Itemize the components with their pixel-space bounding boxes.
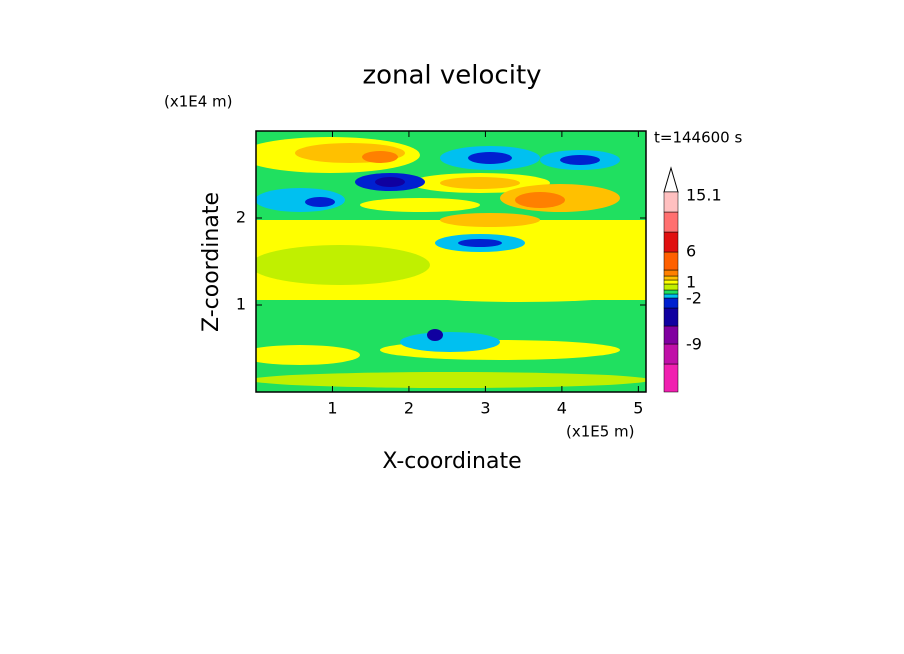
colorbar-segment: [663, 363, 679, 393]
y-axis-title: Z-coordinate: [199, 192, 224, 332]
x-tick-label: 1: [327, 399, 337, 418]
x-axis-title: X-coordinate: [382, 449, 521, 474]
colorbar-segment: [663, 275, 679, 281]
plot-frame: [255, 130, 647, 393]
colorbar-extend: [663, 166, 679, 193]
colorbar-segment: [663, 251, 679, 271]
x-tick-label: 4: [557, 399, 567, 418]
y-tick-label: 1: [236, 295, 246, 314]
chart-title: zonal velocity: [362, 61, 541, 91]
colorbar-segment: [663, 289, 679, 295]
x-tick-label: 2: [404, 399, 414, 418]
colorbar-label: 6: [686, 242, 696, 261]
time-label: t=144600 s: [654, 129, 742, 147]
x-unit: (x1E5 m): [566, 423, 635, 441]
colorbar-segment: [663, 211, 679, 233]
colorbar-segment: [663, 297, 679, 309]
colorbar-label: -2: [686, 289, 702, 308]
colorbar-segment: [663, 307, 679, 327]
x-tick-label: 3: [480, 399, 490, 418]
colorbar-segment: [663, 325, 679, 345]
colorbar-label: 1: [686, 273, 696, 292]
y-tick-label: 2: [236, 208, 246, 227]
colorbar-segment: [663, 279, 679, 285]
colorbar-segment: [663, 191, 679, 213]
colorbar-segment: [663, 283, 679, 291]
colorbar-segment: [663, 293, 679, 299]
colorbar-label: -9: [686, 335, 702, 354]
x-tick-label: 5: [633, 399, 643, 418]
contour-field: [256, 131, 646, 392]
y-unit: (x1E4 m): [164, 93, 233, 111]
colorbar-segment: [663, 343, 679, 365]
colorbar-segment: [663, 231, 679, 253]
colorbar-label: 15.1: [686, 186, 722, 205]
colorbar-segment: [663, 269, 679, 277]
